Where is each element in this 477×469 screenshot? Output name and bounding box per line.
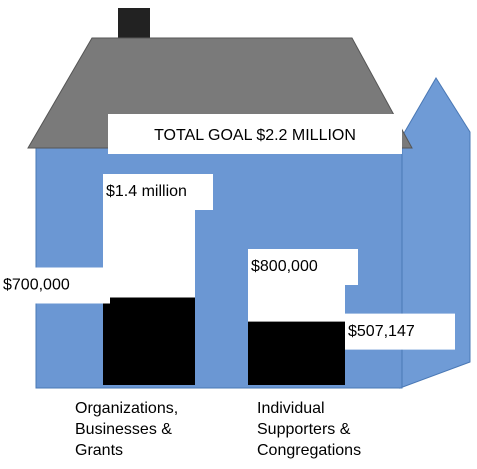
chart-title: TOTAL GOAL $2.2 MILLION	[154, 127, 356, 144]
value-label: $800,000	[251, 258, 318, 275]
raised-bar	[103, 297, 195, 385]
value-label: $1.4 million	[106, 183, 187, 200]
raised-bar	[248, 321, 345, 385]
category-label: Individual Supporters & Congregations	[257, 400, 362, 459]
value-label: $700,000	[3, 277, 70, 294]
label-box	[103, 174, 213, 210]
value-label: $507,147	[348, 323, 415, 340]
label-box	[0, 267, 110, 304]
label-box	[248, 249, 358, 285]
label-box	[345, 313, 455, 350]
category-label: Organizations, Businesses & Grants	[75, 400, 179, 459]
title-box	[108, 114, 402, 154]
